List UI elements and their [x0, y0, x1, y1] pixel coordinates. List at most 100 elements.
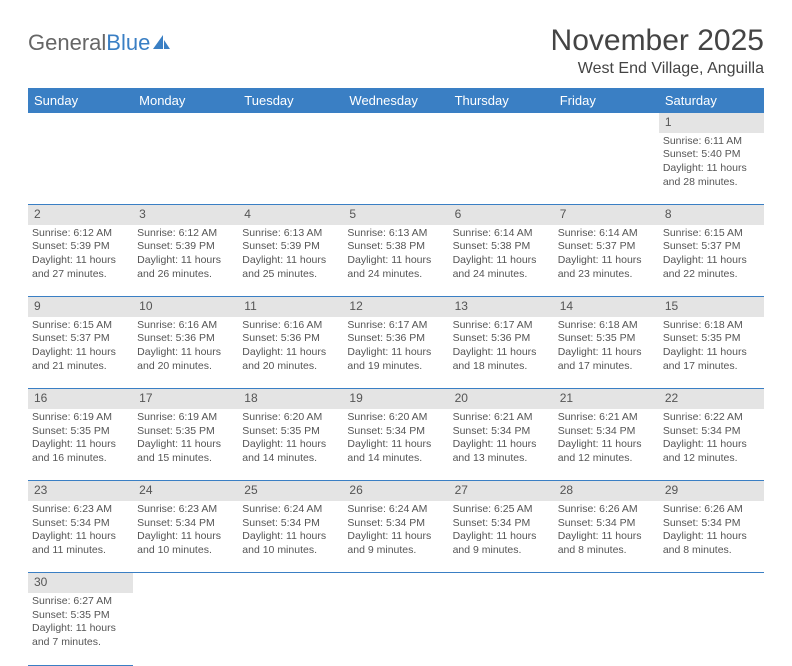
col-wednesday: Wednesday: [343, 88, 448, 113]
day-number: [554, 113, 659, 133]
day-number: 15: [659, 297, 764, 317]
day-sunset: Sunset: 5:36 PM: [453, 332, 550, 346]
day-sunrise: Sunrise: 6:21 AM: [558, 411, 655, 425]
day-number: 21: [554, 389, 659, 409]
day-day2: and 25 minutes.: [242, 268, 339, 282]
day-day2: and 27 minutes.: [32, 268, 129, 282]
day-cell: Sunrise: 6:23 AMSunset: 5:34 PMDaylight:…: [28, 501, 133, 573]
col-monday: Monday: [133, 88, 238, 113]
day-number: 1: [659, 113, 764, 133]
day-day2: and 15 minutes.: [137, 452, 234, 466]
day-cell: [343, 593, 448, 665]
day-cell: Sunrise: 6:23 AMSunset: 5:34 PMDaylight:…: [133, 501, 238, 573]
day-day1: Daylight: 11 hours: [663, 530, 760, 544]
day-day1: Daylight: 11 hours: [347, 530, 444, 544]
day-sunset: Sunset: 5:34 PM: [663, 517, 760, 531]
day-cell: Sunrise: 6:15 AMSunset: 5:37 PMDaylight:…: [659, 225, 764, 297]
day-day2: and 10 minutes.: [242, 544, 339, 558]
day-number: 26: [343, 481, 448, 501]
daynum-row: 9101112131415: [28, 297, 764, 317]
day-sunset: Sunset: 5:38 PM: [453, 240, 550, 254]
day-cell: Sunrise: 6:25 AMSunset: 5:34 PMDaylight:…: [449, 501, 554, 573]
day-day1: Daylight: 11 hours: [242, 530, 339, 544]
day-number: 23: [28, 481, 133, 501]
logo: GeneralBlue: [28, 30, 172, 56]
day-sunset: Sunset: 5:34 PM: [347, 517, 444, 531]
day-number: 16: [28, 389, 133, 409]
day-number: 30: [28, 573, 133, 593]
col-sunday: Sunday: [28, 88, 133, 113]
day-sunrise: Sunrise: 6:12 AM: [32, 227, 129, 241]
day-day1: Daylight: 11 hours: [453, 438, 550, 452]
day-day2: and 20 minutes.: [137, 360, 234, 374]
day-day2: and 26 minutes.: [137, 268, 234, 282]
day-day2: and 8 minutes.: [663, 544, 760, 558]
day-cell: Sunrise: 6:24 AMSunset: 5:34 PMDaylight:…: [238, 501, 343, 573]
day-day1: Daylight: 11 hours: [137, 530, 234, 544]
day-day2: and 7 minutes.: [32, 636, 129, 650]
day-cell: Sunrise: 6:20 AMSunset: 5:34 PMDaylight:…: [343, 409, 448, 481]
day-cell: Sunrise: 6:19 AMSunset: 5:35 PMDaylight:…: [28, 409, 133, 481]
day-sunset: Sunset: 5:39 PM: [242, 240, 339, 254]
day-day1: Daylight: 11 hours: [32, 346, 129, 360]
day-day2: and 22 minutes.: [663, 268, 760, 282]
day-day1: Daylight: 11 hours: [663, 254, 760, 268]
location: West End Village, Anguilla: [551, 60, 764, 78]
day-number: 6: [449, 205, 554, 225]
day-sunset: Sunset: 5:35 PM: [242, 425, 339, 439]
day-cell: Sunrise: 6:12 AMSunset: 5:39 PMDaylight:…: [28, 225, 133, 297]
day-cell: Sunrise: 6:21 AMSunset: 5:34 PMDaylight:…: [554, 409, 659, 481]
day-sunrise: Sunrise: 6:23 AM: [137, 503, 234, 517]
day-day1: Daylight: 11 hours: [558, 438, 655, 452]
day-sunrise: Sunrise: 6:24 AM: [347, 503, 444, 517]
day-day2: and 16 minutes.: [32, 452, 129, 466]
day-sunrise: Sunrise: 6:26 AM: [663, 503, 760, 517]
day-number: [133, 113, 238, 133]
day-number: 27: [449, 481, 554, 501]
day-day1: Daylight: 11 hours: [32, 530, 129, 544]
title-block: November 2025 West End Village, Anguilla: [551, 24, 764, 78]
day-number: [343, 113, 448, 133]
day-cell: Sunrise: 6:26 AMSunset: 5:34 PMDaylight:…: [554, 501, 659, 573]
day-day2: and 14 minutes.: [347, 452, 444, 466]
day-sunrise: Sunrise: 6:27 AM: [32, 595, 129, 609]
day-cell: [343, 133, 448, 205]
day-sunrise: Sunrise: 6:21 AM: [453, 411, 550, 425]
day-day1: Daylight: 11 hours: [347, 438, 444, 452]
day-day1: Daylight: 11 hours: [558, 530, 655, 544]
day-sunrise: Sunrise: 6:15 AM: [663, 227, 760, 241]
day-day2: and 20 minutes.: [242, 360, 339, 374]
day-cell: [449, 133, 554, 205]
day-sunrise: Sunrise: 6:18 AM: [663, 319, 760, 333]
day-number: 12: [343, 297, 448, 317]
day-number: 19: [343, 389, 448, 409]
day-day1: Daylight: 11 hours: [137, 254, 234, 268]
day-number: 28: [554, 481, 659, 501]
day-sunrise: Sunrise: 6:20 AM: [242, 411, 339, 425]
daynum-row: 2345678: [28, 205, 764, 225]
logo-text-1: General: [28, 30, 106, 56]
day-sunrise: Sunrise: 6:16 AM: [242, 319, 339, 333]
day-day2: and 8 minutes.: [558, 544, 655, 558]
day-sunset: Sunset: 5:39 PM: [137, 240, 234, 254]
day-number: 25: [238, 481, 343, 501]
day-number: 9: [28, 297, 133, 317]
day-day2: and 12 minutes.: [558, 452, 655, 466]
day-cell: [659, 593, 764, 665]
day-day2: and 28 minutes.: [663, 176, 760, 190]
day-sunset: Sunset: 5:35 PM: [32, 425, 129, 439]
day-cell: Sunrise: 6:26 AMSunset: 5:34 PMDaylight:…: [659, 501, 764, 573]
day-sunset: Sunset: 5:37 PM: [663, 240, 760, 254]
day-number: 2: [28, 205, 133, 225]
day-day1: Daylight: 11 hours: [558, 346, 655, 360]
day-sunset: Sunset: 5:34 PM: [663, 425, 760, 439]
day-day1: Daylight: 11 hours: [32, 438, 129, 452]
day-sunset: Sunset: 5:37 PM: [32, 332, 129, 346]
day-sunset: Sunset: 5:36 PM: [347, 332, 444, 346]
day-day1: Daylight: 11 hours: [137, 346, 234, 360]
day-cell: [28, 133, 133, 205]
day-sunrise: Sunrise: 6:13 AM: [242, 227, 339, 241]
day-day1: Daylight: 11 hours: [663, 438, 760, 452]
day-content-row: Sunrise: 6:15 AMSunset: 5:37 PMDaylight:…: [28, 317, 764, 389]
day-number: [238, 573, 343, 593]
